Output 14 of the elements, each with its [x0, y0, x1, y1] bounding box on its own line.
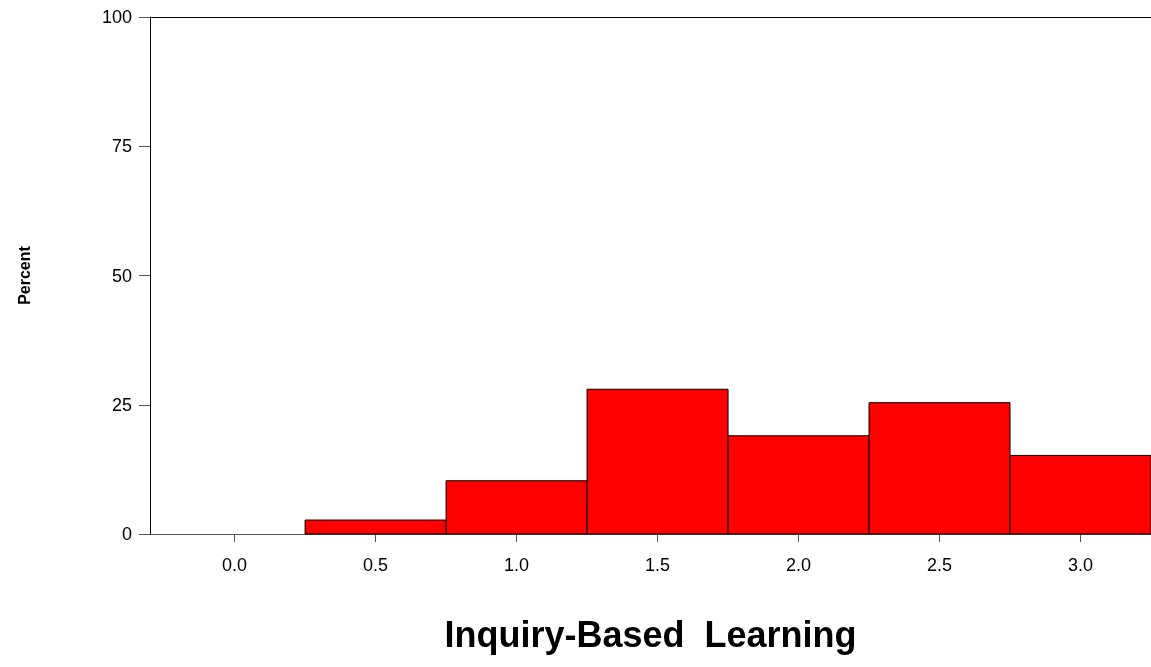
- y-tick-label: 100: [101, 7, 132, 27]
- x-tick-label: 1.0: [504, 555, 530, 575]
- x-tick-label: 2.0: [786, 555, 812, 575]
- x-tick-label: 0.5: [363, 555, 389, 575]
- x-axis-title: Inquiry-Based Learning: [444, 613, 857, 655]
- x-tick-label: 3.0: [1067, 555, 1094, 575]
- y-tick-label: 25: [111, 394, 132, 415]
- y-axis-title: Percent: [15, 245, 33, 305]
- x-tick-label: 0.0: [222, 555, 248, 575]
- y-tick-label: 0: [121, 524, 132, 544]
- y-tick-label: 75: [111, 136, 132, 157]
- x-tick-label: 1.5: [645, 555, 671, 575]
- y-tick-label: 50: [111, 265, 132, 286]
- x-tick-label: 2.5: [927, 555, 953, 575]
